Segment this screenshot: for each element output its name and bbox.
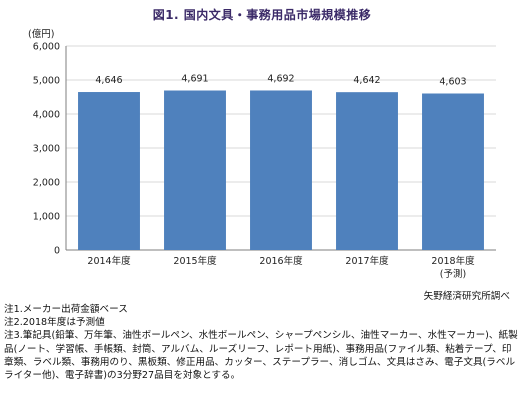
- data-label: 4,603: [439, 76, 466, 87]
- source-credit: 矢野経済研究所調べ: [423, 291, 510, 302]
- y-tick-label: 2,000: [33, 178, 60, 189]
- note-3: 注3.筆記具(鉛筆、万年筆、油性ボールペン、水性ボールペン、シャープペンシル、油…: [4, 330, 518, 382]
- bar-chart: (億円) 0 1,000 2,000 3,000 4,000 5,000 6,000 4,646…: [28, 28, 496, 280]
- data-label: 4,642: [353, 75, 380, 86]
- chart-title: 図1. 国内文具・事務用品市場規模推移: [152, 8, 372, 22]
- y-tick-label: 0: [54, 246, 60, 257]
- notes-block: 注1.メーカー出荷金額ベース 注2.2018年度は予測値 注3.筆記具(鉛筆、万…: [4, 303, 518, 382]
- data-label: 4,691: [181, 74, 208, 85]
- bar: [336, 92, 398, 250]
- bar: [78, 92, 140, 250]
- x-tick-label: 2014年度: [87, 255, 131, 267]
- y-tick-label: 5,000: [33, 76, 60, 87]
- y-tick-label: 4,000: [33, 110, 60, 121]
- bar: [422, 93, 484, 250]
- bar: [250, 90, 312, 250]
- bar: [164, 90, 226, 250]
- x-tick-sublabel: (予測): [440, 268, 466, 280]
- x-tick-label: 2018年度: [431, 255, 475, 267]
- y-tick-label: 3,000: [33, 144, 60, 155]
- y-tick-label: 6,000: [33, 42, 60, 53]
- data-label: 4,692: [267, 73, 294, 84]
- x-tick-label: 2015年度: [173, 255, 217, 267]
- y-axis-label: (億円): [28, 28, 54, 40]
- x-tick-label: 2016年度: [259, 255, 303, 267]
- note-1: 注1.メーカー出荷金額ベース: [4, 304, 128, 315]
- y-tick-label: 1,000: [33, 212, 60, 223]
- note-2: 注2.2018年度は予測値: [4, 317, 105, 329]
- x-tick-label: 2017年度: [345, 255, 389, 267]
- data-label: 4,646: [95, 75, 122, 86]
